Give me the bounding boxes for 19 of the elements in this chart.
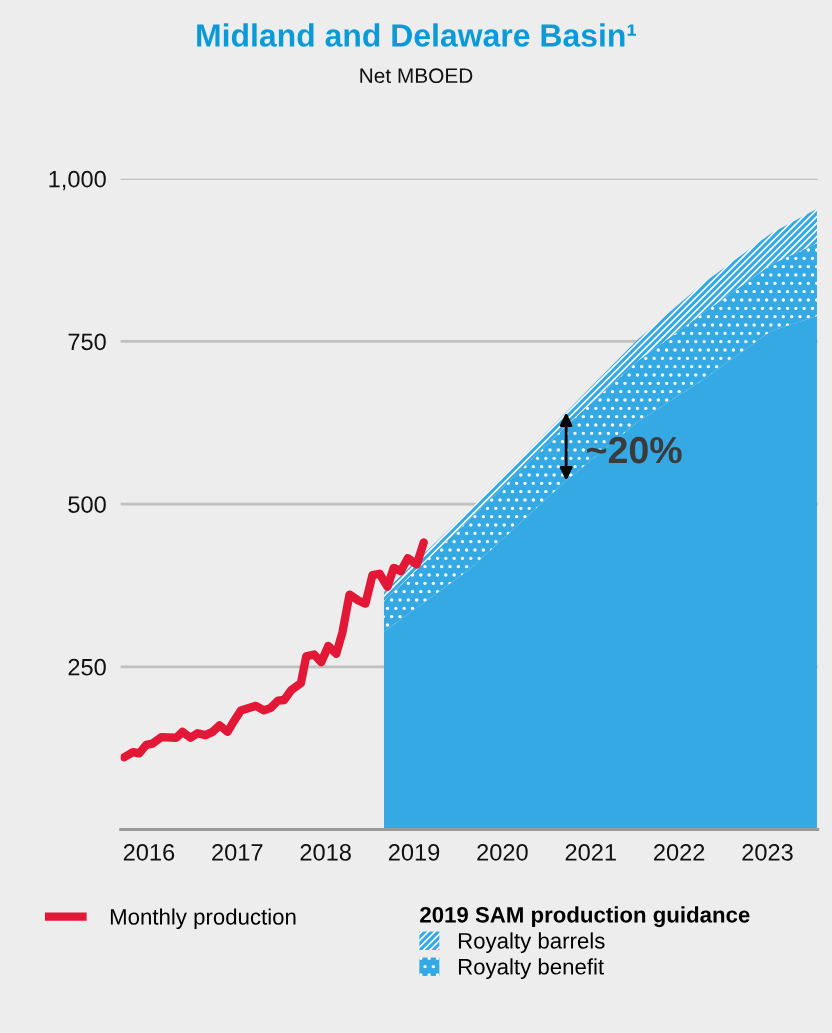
chart-title: Midland and Delaware Basin¹ bbox=[197, 23, 637, 47]
annotation: ~20% bbox=[587, 436, 682, 464]
x-tick-label: 2021 bbox=[565, 844, 616, 861]
x-tick-label: 2016 bbox=[123, 844, 175, 861]
x-tick-label: 2020 bbox=[477, 844, 528, 861]
x-tick-label: 2017 bbox=[212, 844, 263, 861]
legend-label: Monthly production bbox=[110, 908, 296, 930]
y-tick-label: 1,000 bbox=[49, 170, 106, 191]
legend-label: Royalty barrels bbox=[458, 932, 605, 954]
y-tick-label: 750 bbox=[68, 333, 106, 351]
legend-title: 2019 SAM production guidance bbox=[420, 906, 750, 928]
x-tick-label: 2023 bbox=[742, 844, 793, 861]
x-tick-label: 2019 bbox=[388, 844, 440, 861]
y-tick-label: 250 bbox=[68, 658, 106, 676]
y-tick-label: 500 bbox=[68, 496, 106, 513]
legend-label: Royalty benefit bbox=[458, 958, 604, 980]
chart-subtitle: Net MBOED bbox=[360, 68, 473, 84]
x-tick-label: 2022 bbox=[654, 844, 705, 861]
x-tick-label: 2018 bbox=[300, 844, 351, 861]
